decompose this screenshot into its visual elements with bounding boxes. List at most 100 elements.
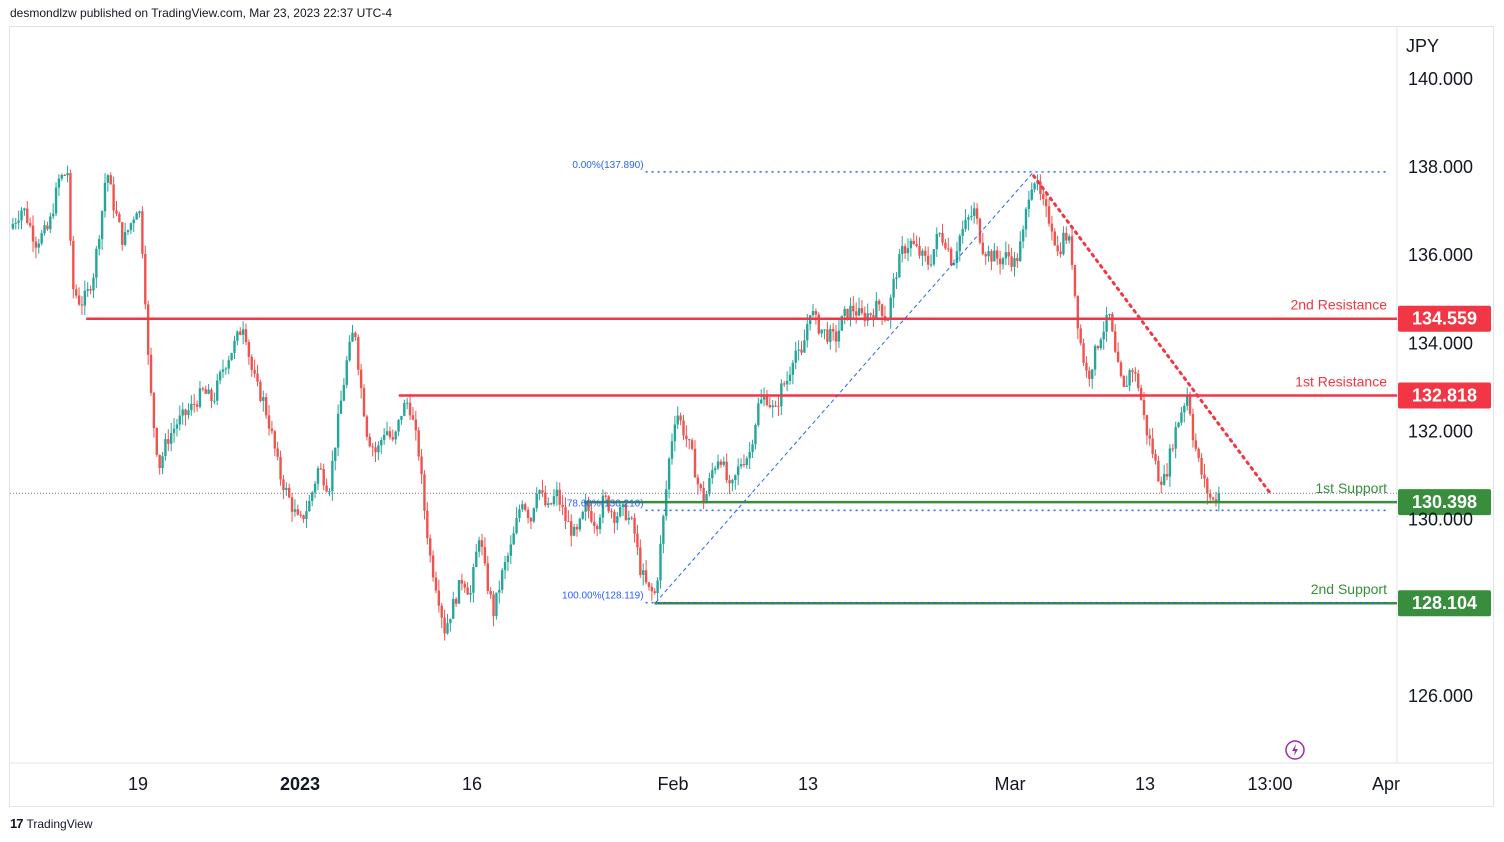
candle-body [121,222,124,245]
chart-panel[interactable] [9,26,1494,807]
candle-body [1162,473,1166,485]
candle-body [236,331,239,341]
candle-body [40,233,43,244]
candle-body [1194,440,1198,449]
candle-body [1160,481,1163,485]
x-tick-label: 13:00 [1247,774,1292,794]
candle-layer [11,165,1221,641]
candle-body [31,225,35,242]
candle-body [538,490,541,494]
candle-body [463,583,466,588]
candle-body [1093,345,1097,370]
candle-body [653,591,656,594]
candle-body [895,277,898,280]
candle-body [285,487,288,491]
candle-body [336,413,340,448]
candle-body [713,468,717,471]
candle-body [561,504,564,508]
resistance-price-tag [1398,305,1491,332]
candle-body [587,502,590,511]
candle-body [486,563,489,591]
candle-body [630,517,633,519]
candle-body [567,521,570,523]
candle-body [152,392,156,429]
candle-body [610,511,613,513]
candle-body [100,211,104,240]
candle-body [978,218,982,243]
candle-body [826,329,829,342]
fib-level-label: 78.60%(130.210) [567,498,644,509]
candle-body [1119,362,1123,376]
candle-body [616,516,619,523]
lightning-icon[interactable] [1285,740,1305,760]
candle-body [1001,258,1005,265]
candle-body [1024,209,1028,230]
candle-body [69,173,72,241]
resistance-price-tag [1398,382,1491,409]
candle-body [993,250,996,262]
candle-body [351,332,354,342]
candle-body [590,510,593,522]
x-tick-label: Apr [1372,774,1400,794]
candle-body [523,504,527,510]
candle-body [800,349,803,353]
candle-body [1142,400,1146,416]
candle-body [598,517,602,530]
candle-body [549,503,553,505]
candle-body [1200,457,1203,475]
support-price-tag-text: 130.398 [1412,492,1477,512]
candle-body [860,308,864,313]
candle-body [1114,331,1117,352]
candle-body [400,415,403,420]
candle-body [880,304,884,317]
candle-body [1105,315,1108,332]
candle-body [754,425,757,445]
candle-body [912,240,915,245]
candle-body [11,223,15,229]
candle-body [270,428,274,432]
candle-body [460,580,464,584]
candle-body [1056,245,1059,252]
candle-body [996,250,999,259]
candle-body [218,371,222,381]
candle-body [169,432,173,444]
candle-body [751,444,754,453]
candle-body [241,329,245,335]
candle-body [204,389,207,394]
candle-body [915,244,918,246]
candle-body [840,315,843,331]
candle-body [175,424,179,429]
candle-body [1131,370,1134,373]
candle-body [503,562,507,571]
y-tick-label: 138.000 [1408,157,1473,177]
candle-body [319,468,323,470]
candle-body [155,428,158,455]
candle-body [791,362,795,375]
candle-body [1007,252,1010,257]
candle-body [924,250,927,256]
candle-body [322,469,325,486]
candle-body [541,490,544,493]
candle-body [852,305,855,312]
candle-body [198,388,202,407]
y-tick-label: 132.000 [1408,422,1473,442]
candle-body [725,461,728,481]
candle-body [276,448,279,457]
candle-body [529,518,533,522]
candle-body [264,397,268,416]
candle-body [734,475,737,481]
candle-body [290,497,294,512]
candle-body [1137,373,1140,388]
candle-body [947,248,950,250]
candle-body [267,415,271,429]
candle-body [570,521,573,536]
candle-body [230,353,233,361]
candle-body [403,403,406,416]
x-tick-label: 13 [1135,774,1155,794]
candle-body [788,374,792,382]
candle-body [820,329,823,334]
fibonacci-layer: 0.00%(137.890) 78.60%(130.210) 100.00%(128… [562,160,1389,604]
candle-body [1180,412,1183,423]
candle-body [371,446,374,448]
